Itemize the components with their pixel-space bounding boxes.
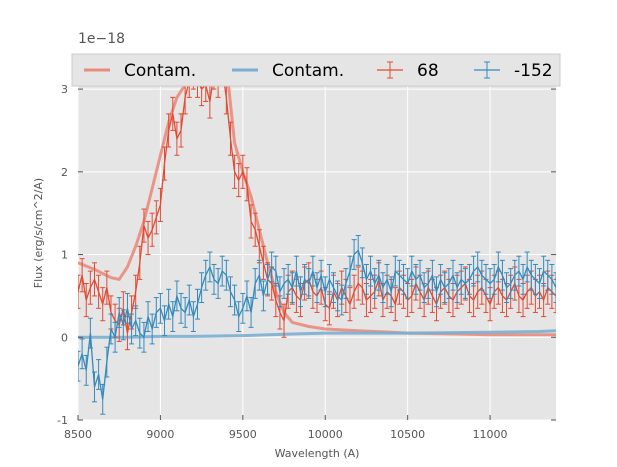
x-axis-label: Wavelength (A) [275, 447, 360, 460]
legend-item-2: 68 [377, 61, 439, 81]
series-3 [78, 235, 556, 415]
x-tick-label: 9000 [146, 428, 174, 441]
plot-background [78, 56, 556, 420]
legend-label: Contam. [272, 61, 344, 81]
x-tick-label: 9500 [229, 428, 257, 441]
legend-label: Contam. [124, 61, 196, 81]
series-layer [78, 56, 556, 415]
x-tick-label: 10000 [308, 428, 343, 441]
legend-item-3: -152 [474, 61, 553, 81]
x-tick-label: 8500 [64, 428, 92, 441]
legend-label: 68 [417, 61, 439, 81]
y-tick-label: 2 [61, 166, 68, 179]
legend-label: -152 [514, 61, 553, 81]
legend-item-1: Contam. [232, 61, 344, 81]
y-tick-label: 1 [61, 249, 68, 262]
axis-ticks: 8500 9000 9500 10000 10500 11000 -1 0 1 2 3 [57, 83, 556, 441]
contam-line [78, 329, 556, 339]
x-tick-label: 11000 [473, 428, 508, 441]
legend-item-0: Contam. [84, 61, 196, 81]
grid-lines [77, 56, 556, 421]
series-1 [78, 329, 556, 339]
x-tick-label: 10500 [390, 428, 425, 441]
y-tick-label: 0 [61, 331, 68, 344]
y-tick-label: -1 [57, 414, 68, 427]
y-axis-offset-text: 1e−18 [78, 31, 125, 47]
y-tick-label: 3 [61, 83, 68, 96]
y-axis-label: Flux (erg/s/cm^2/A) [32, 178, 45, 288]
legend: Contam. Contam. 68 -152 [71, 53, 561, 87]
